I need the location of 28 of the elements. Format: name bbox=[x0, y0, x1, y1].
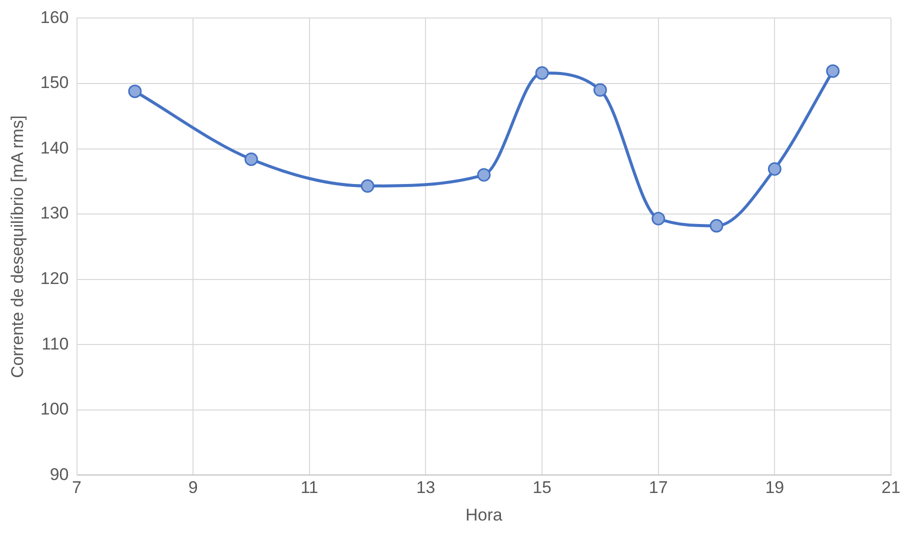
y-tick-label: 160 bbox=[40, 8, 69, 27]
x-tick-label: 15 bbox=[532, 478, 552, 498]
y-tick-label: 140 bbox=[40, 138, 69, 158]
point bbox=[768, 162, 782, 176]
y-tick-label: 130 bbox=[40, 204, 69, 223]
point bbox=[477, 168, 491, 182]
y-tick-label: 100 bbox=[40, 400, 69, 419]
point bbox=[710, 219, 724, 233]
point bbox=[652, 212, 666, 226]
y-axis-title: Corrente de desequilíbrio [mA rms] bbox=[8, 115, 27, 378]
point bbox=[360, 179, 374, 193]
point bbox=[128, 84, 142, 98]
y-tick-label: 150 bbox=[40, 73, 69, 92]
x-tick-label: 19 bbox=[765, 478, 784, 498]
x-tick-label: 7 bbox=[72, 478, 82, 498]
point bbox=[826, 64, 840, 78]
x-tick-label: 21 bbox=[882, 478, 900, 498]
y-tick-label: 110 bbox=[42, 334, 69, 354]
x-tick-label: 9 bbox=[188, 478, 198, 498]
x-axis-title: Hora bbox=[465, 505, 503, 524]
y-tick-label: 120 bbox=[40, 269, 69, 288]
point bbox=[593, 83, 607, 97]
x-tick-label: 11 bbox=[300, 478, 318, 498]
point bbox=[244, 152, 258, 166]
y-tick-label: 90 bbox=[50, 464, 69, 484]
x-tick-label: 17 bbox=[648, 478, 668, 498]
x-tick-label: 13 bbox=[416, 478, 436, 498]
point bbox=[535, 66, 549, 80]
